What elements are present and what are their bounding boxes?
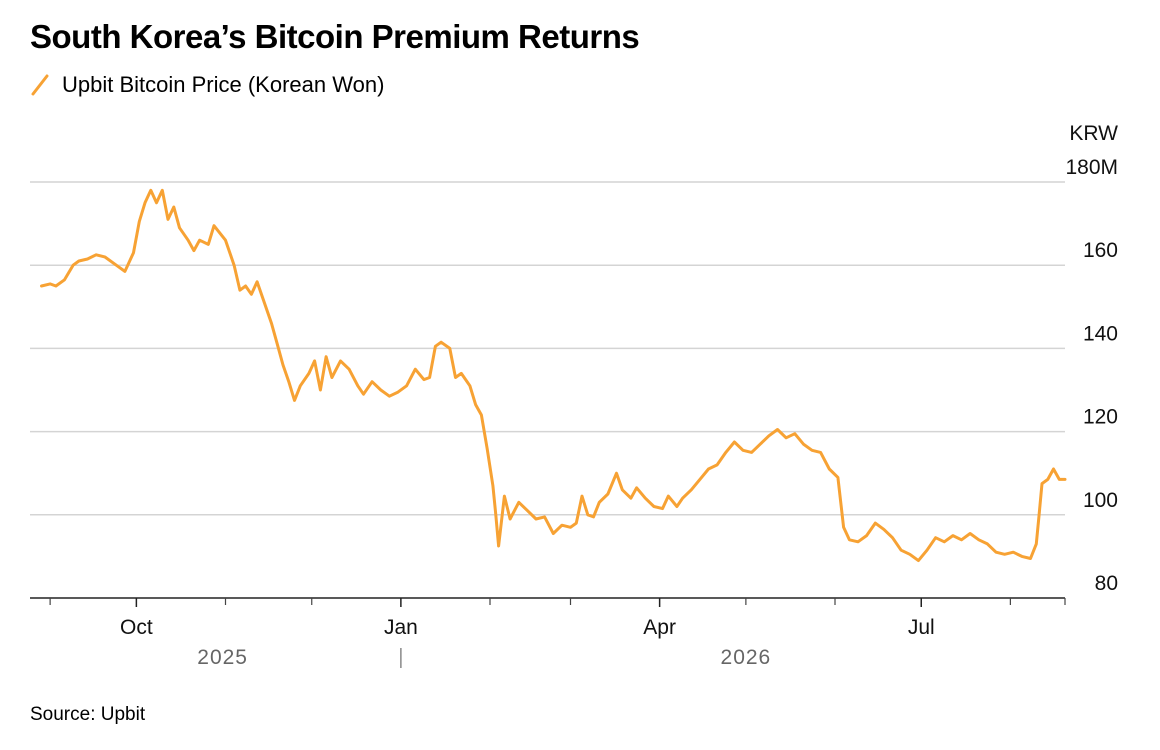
x-tick-label-jul: Jul <box>908 616 935 639</box>
legend-swatch-icon <box>31 74 49 96</box>
chart-title: South Korea’s Bitcoin Premium Returns <box>30 18 640 55</box>
y-tick-label-180: 180M <box>1065 156 1118 179</box>
y-axis-unit-label: KRW <box>1069 122 1118 145</box>
y-tick-label-80: 80 <box>1095 572 1118 595</box>
year-label-2025: 2025 <box>197 646 248 669</box>
y-tick-label-100: 100 <box>1083 489 1118 512</box>
series-line-upbit-bitcoin-price <box>40 188 1067 563</box>
x-tick-label-oct: Oct <box>120 616 153 639</box>
x-tick-label-apr: Apr <box>643 616 676 639</box>
y-tick-label-140: 140 <box>1083 322 1118 345</box>
legend-label: Upbit Bitcoin Price (Korean Won) <box>62 72 385 97</box>
x-tick-label-jan: Jan <box>384 616 418 639</box>
y-tick-label-160: 160 <box>1083 239 1118 262</box>
legend: Upbit Bitcoin Price (Korean Won) <box>30 72 384 98</box>
y-tick-label-120: 120 <box>1083 406 1118 429</box>
source-note: Source: Upbit <box>30 704 146 725</box>
year-label-2026: 2026 <box>721 646 772 669</box>
